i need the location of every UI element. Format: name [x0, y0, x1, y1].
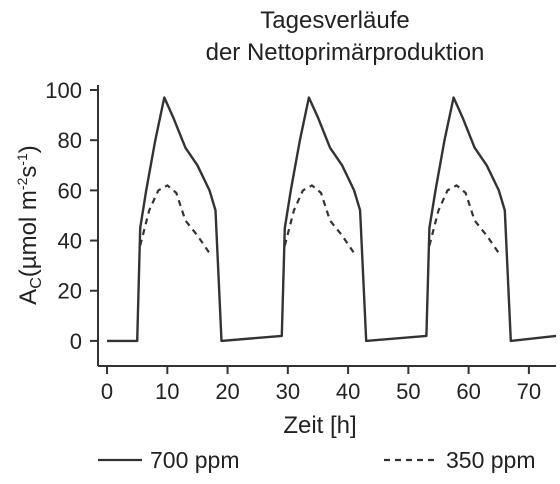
y-axis-label: AC(µmol m-2s-1): [14, 145, 45, 305]
y-ticks: 0 20 40 60 80 100: [45, 78, 98, 354]
legend-label-350ppm: 350 ppm: [446, 447, 536, 473]
x-ticks: 0 10 20 30 40 50 60 70: [101, 366, 541, 404]
x-axis-label: Zeit [h]: [283, 412, 356, 439]
chart-title-line1: Tagesverläufe: [260, 7, 409, 34]
chart-title-line2: der Nettoprimärproduktion: [206, 39, 485, 66]
series-line-350-ppm: [428, 184, 500, 254]
y-tick-label: 20: [58, 279, 82, 304]
x-tick-label: 30: [276, 379, 300, 404]
series-line-350-ppm: [283, 184, 356, 254]
legend: 700 ppm 350 ppm: [98, 447, 536, 473]
x-tick-label: 70: [517, 379, 541, 404]
y-tick-label: 0: [70, 329, 82, 354]
x-tick-label: 10: [155, 379, 179, 404]
y-tick-label: 40: [58, 229, 82, 254]
x-tick-label: 40: [336, 379, 360, 404]
series-line-700-ppm: [107, 96, 557, 343]
y-tick-label: 100: [45, 78, 82, 103]
series-line-350-ppm: [139, 184, 211, 254]
x-tick-label: 20: [215, 379, 239, 404]
y-tick-label: 60: [58, 178, 82, 203]
x-tick-label: 0: [101, 379, 113, 404]
series-group: [107, 96, 557, 343]
y-tick-label: 80: [58, 128, 82, 153]
legend-label-700ppm: 700 ppm: [150, 447, 240, 473]
x-tick-label: 60: [456, 379, 480, 404]
x-tick-label: 50: [396, 379, 420, 404]
